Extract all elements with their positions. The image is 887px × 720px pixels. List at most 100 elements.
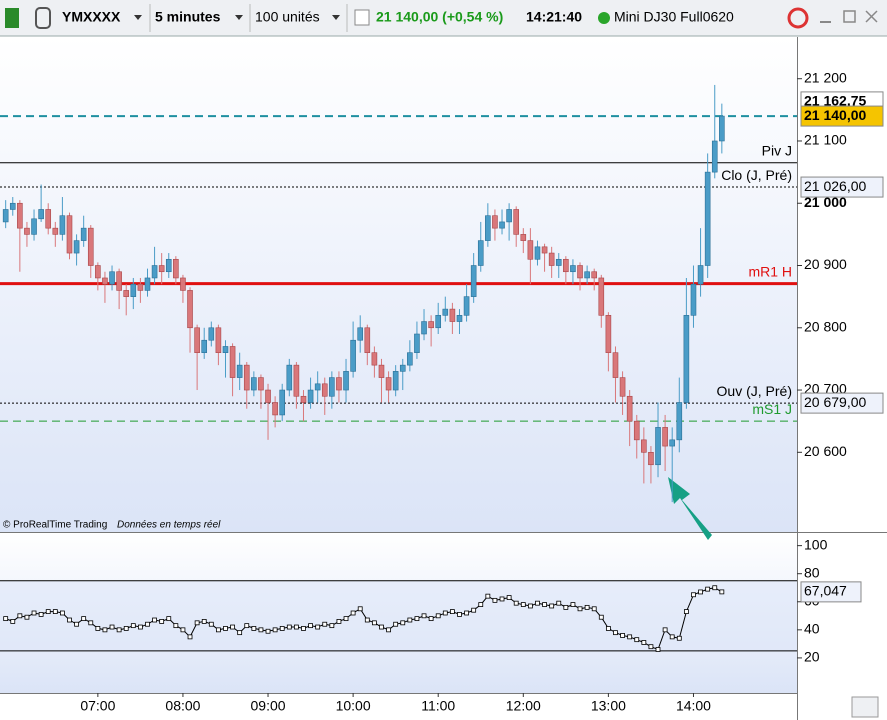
- candle-body: [45, 209, 52, 229]
- price-badge-label: 20 679,00: [804, 394, 866, 410]
- candle-body: [321, 383, 328, 397]
- y-tick-label: 20 600: [804, 443, 847, 459]
- candle-body: [414, 333, 420, 353]
- rsi-point: [655, 647, 661, 652]
- zoom-button[interactable]: [851, 696, 879, 718]
- candle-body: [605, 315, 612, 353]
- rsi-point: [563, 604, 569, 610]
- rsi-point: [492, 597, 498, 603]
- candle-body: [392, 371, 399, 391]
- rsi-point: [166, 616, 172, 622]
- rsi-point: [293, 624, 299, 630]
- y-tick-label: 20 900: [804, 256, 847, 272]
- candle-body: [421, 321, 427, 335]
- candle-body: [676, 402, 683, 441]
- rsi-point: [130, 623, 136, 629]
- candle-body: [690, 283, 697, 316]
- candle-body: [194, 327, 200, 353]
- last-price: 21 140,00 (+0,54 %): [376, 9, 503, 25]
- candle-body: [109, 271, 115, 285]
- candle-body: [293, 364, 300, 397]
- y-tick-label: 80: [804, 564, 820, 580]
- rsi-point: [542, 602, 547, 607]
- copyright: © ProRealTime Trading: [3, 520, 107, 531]
- candle-body: [548, 252, 555, 266]
- rsi-point: [535, 600, 540, 606]
- rsi-point: [123, 626, 129, 631]
- units[interactable]: 100 unités: [255, 9, 320, 25]
- rsi-point: [74, 621, 79, 627]
- candle-body: [229, 346, 236, 378]
- candle-body: [449, 308, 456, 322]
- candle-body: [470, 265, 477, 297]
- link-icon[interactable]: [35, 7, 51, 29]
- dropdown-arrow[interactable]: [235, 15, 243, 20]
- close[interactable]: [865, 10, 878, 23]
- rsi-point: [421, 613, 427, 619]
- dropdown-arrow[interactable]: [332, 15, 340, 20]
- candle-body: [350, 339, 356, 372]
- candle-body: [612, 352, 619, 378]
- candle-body: [236, 364, 243, 378]
- rsi-point: [145, 621, 150, 627]
- candle-body: [485, 215, 491, 241]
- rsi-point: [173, 623, 179, 629]
- candle-body: [719, 115, 725, 142]
- y-tick-label: 21 100: [804, 132, 847, 148]
- y-tick-label: 100: [804, 536, 828, 552]
- x-tick-label: 12:00: [506, 698, 541, 714]
- rsi-point: [31, 610, 37, 616]
- candle-body: [669, 439, 676, 447]
- rsi-point: [187, 634, 193, 640]
- rsi-point: [350, 610, 356, 616]
- dropdown-arrow[interactable]: [134, 15, 142, 20]
- info-icon[interactable]: [354, 9, 370, 26]
- rsi-point: [45, 609, 51, 614]
- timeframe[interactable]: 5 minutes: [155, 9, 221, 25]
- rsi-point: [549, 603, 555, 609]
- chart-icon[interactable]: [5, 8, 19, 28]
- x-tick-label: 11:00: [421, 698, 455, 714]
- candle-body: [456, 315, 463, 322]
- rsi-point: [24, 614, 30, 620]
- y-tick-label: 21 200: [804, 69, 847, 85]
- candle-body: [9, 202, 16, 210]
- rsi-point: [464, 610, 469, 616]
- candle-body: [428, 321, 434, 329]
- candle-body: [442, 308, 449, 316]
- candle-body: [499, 221, 505, 229]
- rsi-point: [265, 628, 271, 634]
- rsi-point: [641, 640, 647, 645]
- maximize[interactable]: [843, 10, 856, 23]
- candle-body: [165, 258, 172, 273]
- candle-body: [187, 290, 193, 329]
- candle-body: [477, 240, 484, 266]
- price-badge-label: 21 140,00: [804, 107, 866, 123]
- candle-body: [577, 265, 583, 279]
- candle-body: [272, 402, 278, 416]
- symbol[interactable]: YMXXXX: [62, 9, 121, 25]
- x-tick-label: 07:00: [80, 698, 115, 714]
- value-badge-label: 67,047: [804, 583, 847, 599]
- candle-body: [300, 395, 307, 403]
- candle-body: [307, 389, 314, 403]
- rsi-point: [3, 616, 9, 622]
- value-badge: [800, 581, 862, 603]
- rsi-point: [605, 626, 611, 631]
- candle-body: [208, 327, 215, 341]
- candle-body: [66, 215, 73, 254]
- candle-body: [158, 265, 165, 273]
- candle-body: [251, 377, 257, 391]
- rsi-point: [279, 626, 285, 631]
- candle-body: [683, 315, 690, 403]
- x-tick-label: 09:00: [251, 698, 286, 714]
- rsi-point: [499, 596, 505, 602]
- rsi-point: [109, 624, 115, 630]
- rsi-point: [634, 637, 640, 643]
- refresh-icon[interactable]: [787, 7, 809, 29]
- rsi-point: [598, 614, 604, 620]
- rsi-point: [364, 617, 370, 623]
- candle-body: [31, 218, 37, 235]
- candle-body: [265, 389, 271, 403]
- candle-body: [534, 246, 541, 260]
